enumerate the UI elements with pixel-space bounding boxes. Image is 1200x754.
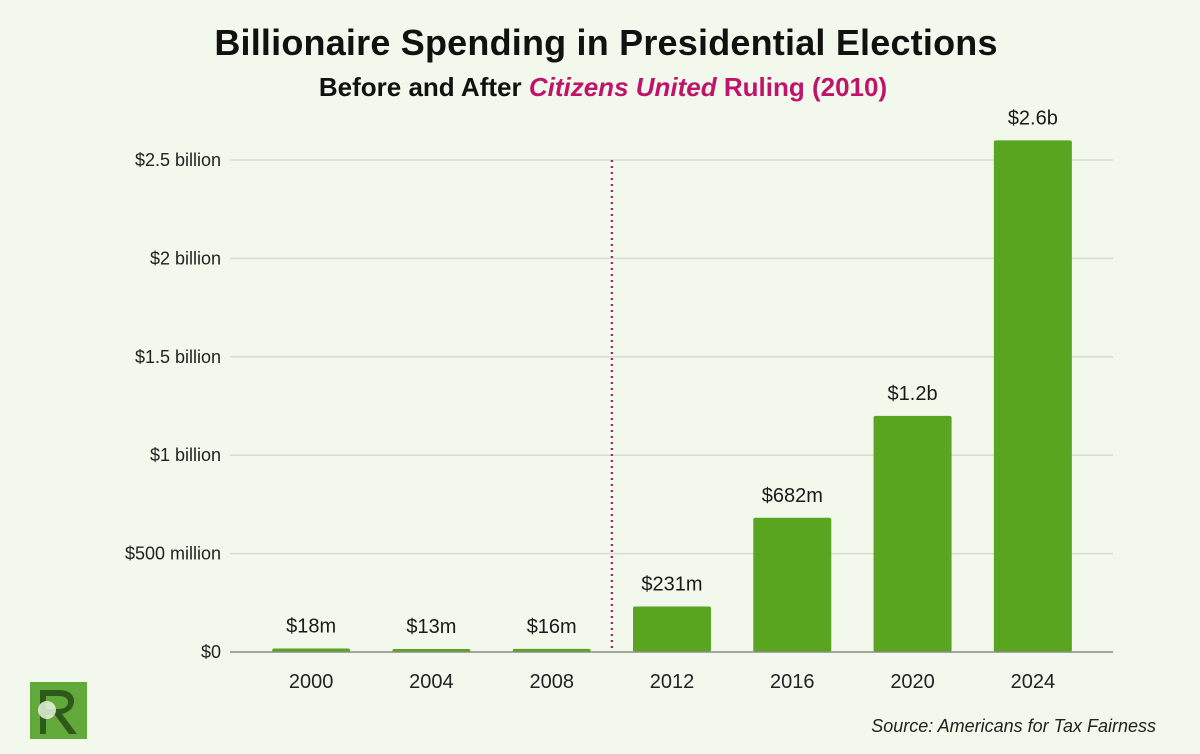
data-label-2012: $231m xyxy=(641,574,702,596)
bars xyxy=(272,140,1072,652)
y-tick-label: $2.5 billion xyxy=(135,150,221,170)
bar-2020 xyxy=(873,415,952,652)
subtitle-text-before: Before and After xyxy=(318,72,529,102)
data-label-2000: $18m xyxy=(286,615,336,637)
data-label-2008: $16m xyxy=(527,616,577,638)
data-labels: $18m $13m $16m $231m $682m $1.2b $2.6b xyxy=(286,107,1058,638)
r-logo-icon xyxy=(30,682,87,739)
x-tick-label-2020: 2020 xyxy=(890,671,935,693)
chart-title: Billionaire Spending in Presidential Ele… xyxy=(214,22,998,63)
x-axis-ticks: 2000 2004 2008 2012 2016 2020 2024 xyxy=(289,671,1055,693)
bar-2008 xyxy=(512,648,591,652)
x-tick-label-2024: 2024 xyxy=(1011,671,1056,693)
x-tick-label-2012: 2012 xyxy=(650,671,695,693)
y-tick-label: $500 million xyxy=(125,544,221,564)
y-tick-label: $1.5 billion xyxy=(135,347,221,367)
chart-subtitle: Before and After Citizens United Ruling … xyxy=(0,72,1200,103)
x-tick-label-2000: 2000 xyxy=(289,671,334,693)
data-label-2016: $682m xyxy=(762,485,823,507)
y-tick-label: $1 billion xyxy=(150,445,221,465)
source-note: Source: Americans for Tax Fairness xyxy=(871,716,1156,736)
bar-2016 xyxy=(753,517,832,652)
data-label-2024: $2.6b xyxy=(1008,107,1058,129)
x-tick-label-2016: 2016 xyxy=(770,671,815,693)
bar-2024 xyxy=(993,140,1072,652)
data-label-2020: $1.2b xyxy=(888,383,938,405)
data-label-2004: $13m xyxy=(406,616,456,638)
y-tick-label: $2 billion xyxy=(150,248,221,268)
x-tick-label-2004: 2004 xyxy=(409,671,454,693)
site-logo xyxy=(30,682,87,739)
subtitle-ruling-year: Ruling (2010) xyxy=(716,72,888,102)
grid-lines xyxy=(230,159,1113,555)
bar-2012 xyxy=(633,606,711,652)
x-tick-label-2008: 2008 xyxy=(529,671,574,693)
y-axis-ticks: $0 $500 million $1 billion $1.5 billion $2 b… xyxy=(125,150,221,662)
subtitle-citizens-united: Citizens United xyxy=(528,72,717,102)
bar-2000 xyxy=(272,648,351,652)
y-tick-label: $0 xyxy=(201,642,221,662)
